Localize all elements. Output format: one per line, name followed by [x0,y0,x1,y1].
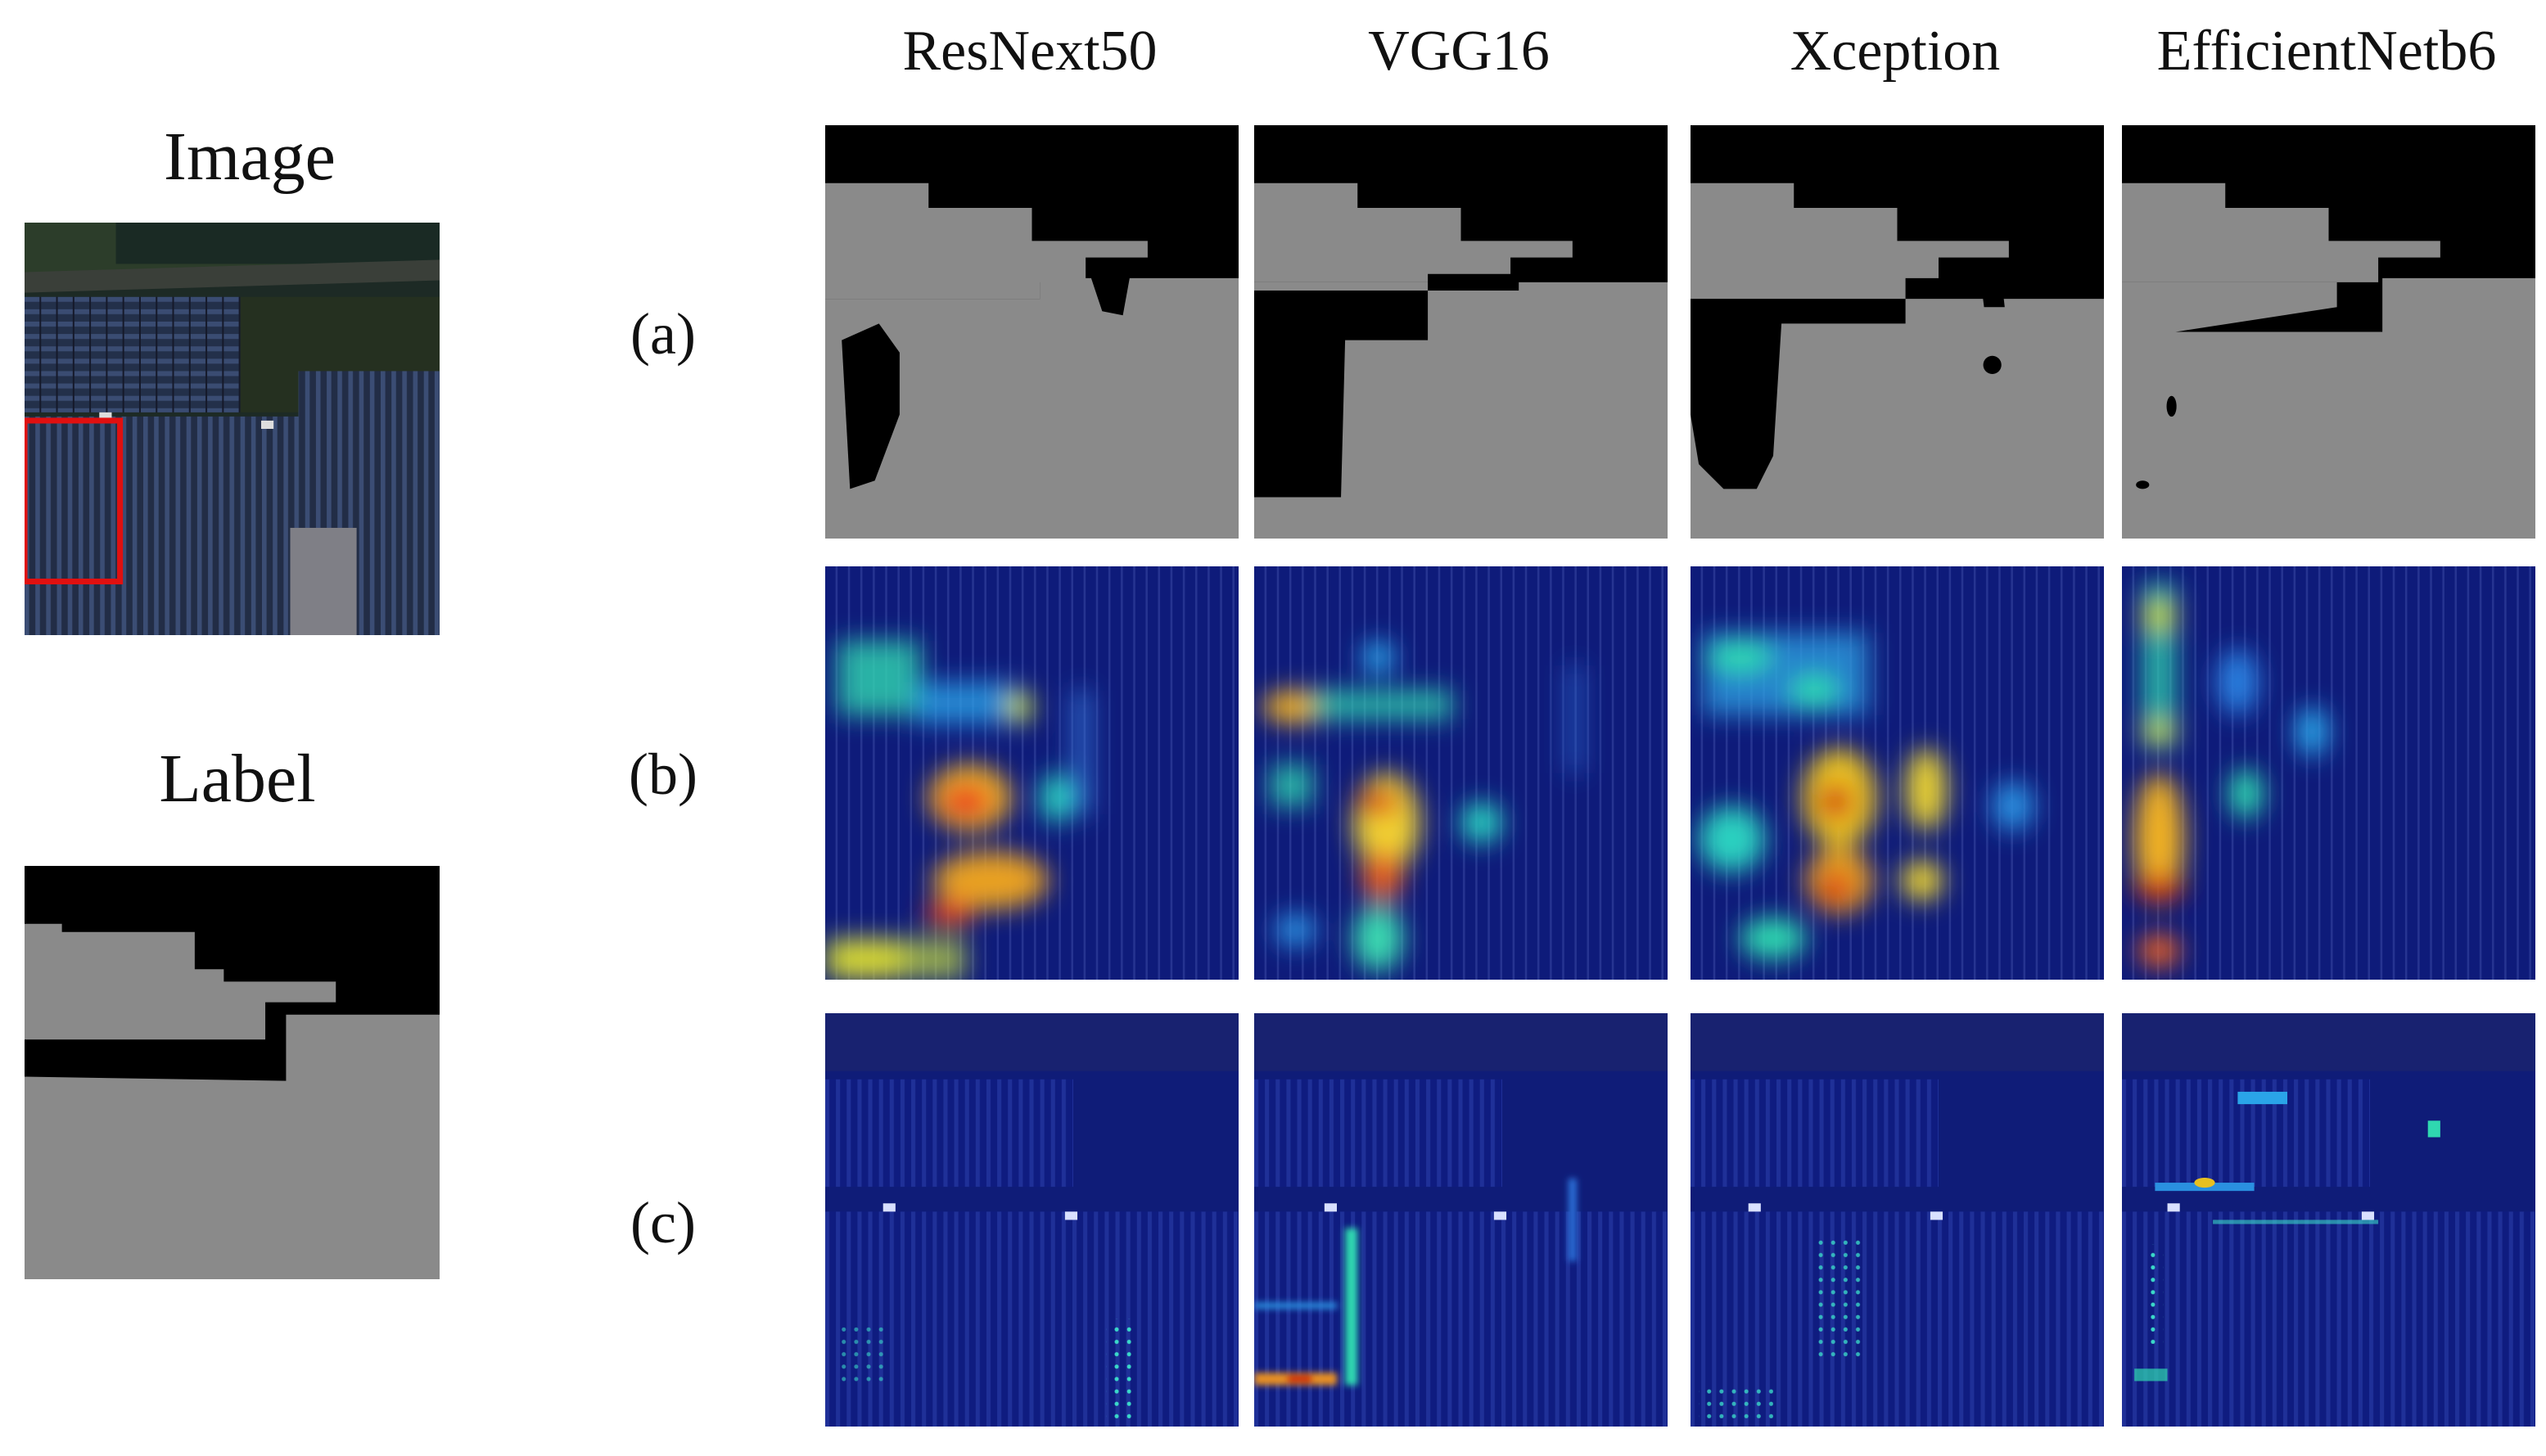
heatmap-efficientnetb6 [2122,566,2535,980]
row-label-a: (a) [630,301,696,367]
gradient-map-efficientnetb6 [2122,1013,2535,1427]
heatmap-xception [1691,566,2104,980]
gradient-map-xception [1691,1013,2104,1427]
column-title-xception: Xception [1790,20,2001,83]
column-title-resnext50: ResNext50 [902,20,1158,83]
heatmap-vgg16 [1254,566,1668,980]
segmentation-vgg16 [1254,125,1668,539]
row-label-b: (b) [629,742,697,807]
label-mask [25,866,440,1279]
segmentation-resnext50 [825,125,1239,539]
row-label-c: (c) [630,1190,696,1255]
gradient-map-resnext50 [825,1013,1239,1427]
label-title: Label [159,741,316,817]
aerial-image [25,223,440,635]
gradient-map-vgg16 [1254,1013,1668,1427]
column-title-vgg16: VGG16 [1368,20,1550,83]
image-title: Image [164,119,336,195]
segmentation-efficientnetb6 [2122,125,2535,539]
segmentation-xception [1691,125,2104,539]
heatmap-resnext50 [825,566,1239,980]
column-title-efficientnetb6: EfficientNetb6 [2156,20,2497,83]
